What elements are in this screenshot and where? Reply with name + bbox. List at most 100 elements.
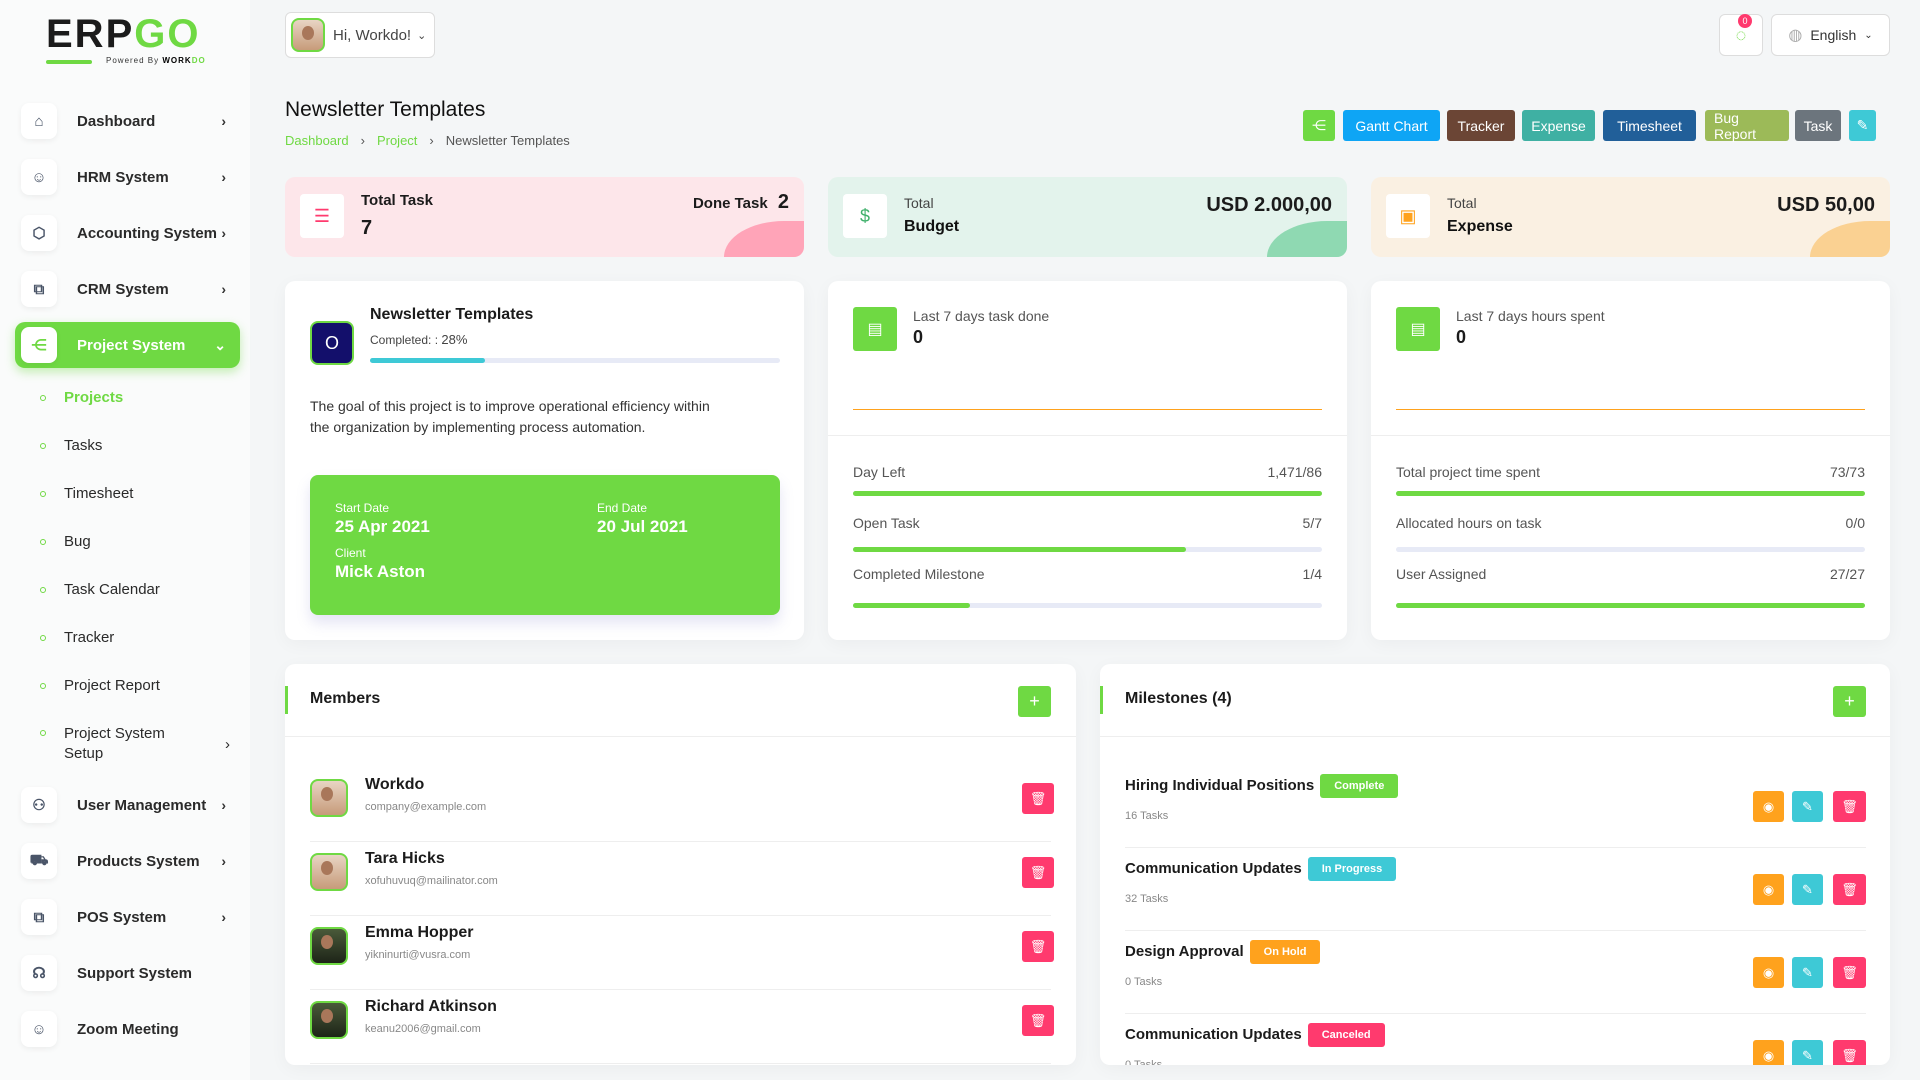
delete-member-button[interactable]: 🗑 <box>1022 931 1054 962</box>
clipboard-icon: ▤ <box>1396 307 1440 351</box>
sub-item-timesheet[interactable]: Timesheet <box>40 485 133 502</box>
trash-icon: 🗑 <box>1029 790 1047 806</box>
sidebar-item-crm[interactable]: ⧉ CRM System › <box>15 266 240 312</box>
sub-item-projects[interactable]: Projects <box>40 389 123 406</box>
chevron-down-icon: ⌄ <box>214 336 226 353</box>
sidebar-item-dashboard[interactable]: ⌂ Dashboard › <box>15 98 240 144</box>
page-title: Newsletter Templates <box>285 98 486 121</box>
chevron-right-icon: › <box>221 169 226 185</box>
add-member-button[interactable]: + <box>1018 686 1051 717</box>
timesheet-button[interactable]: Timesheet <box>1603 110 1696 141</box>
pencil-icon: ✎ <box>1802 964 1813 980</box>
delete-milestone-button[interactable]: 🗑 <box>1833 1040 1866 1065</box>
clipboard-dollar-icon: ▣ <box>1386 194 1430 238</box>
share-icon: ⋲ <box>21 327 57 363</box>
delete-milestone-button[interactable]: 🗑 <box>1833 874 1866 905</box>
sidebar-item-zoom[interactable]: ☺ Zoom Meeting <box>15 1006 240 1052</box>
breadcrumb: Dashboard › Project › Newsletter Templates <box>285 133 570 148</box>
view-milestone-button[interactable]: ◉ <box>1753 791 1784 822</box>
status-badge: On Hold <box>1249 940 1321 964</box>
delete-member-button[interactable]: 🗑 <box>1022 783 1054 814</box>
logo[interactable]: ERPGO Powered By WORKDO <box>46 12 206 65</box>
status-badge: Complete <box>1320 774 1399 798</box>
project-info-card: O Newsletter Templates Completed: : 28% … <box>285 281 804 640</box>
edit-milestone-button[interactable]: ✎ <box>1792 1040 1823 1065</box>
breadcrumb-project[interactable]: Project <box>376 133 418 148</box>
chevron-right-icon: › <box>221 225 226 241</box>
edit-milestone-button[interactable]: ✎ <box>1792 957 1823 988</box>
stat-row: Allocated hours on task 0/0 <box>1396 515 1865 531</box>
sub-item-tasks[interactable]: Tasks <box>40 437 102 454</box>
eye-icon: ◉ <box>1762 881 1775 897</box>
member-avatar <box>310 1001 348 1039</box>
clipboard-icon: ▤ <box>853 307 897 351</box>
task-summary-card: ▤ Last 7 days task done 0 Day Left 1,471/… <box>828 281 1347 640</box>
delete-milestone-button[interactable]: 🗑 <box>1833 957 1866 988</box>
stat-progress <box>1396 491 1865 496</box>
member-row: Emma Hopper yikninurti@vusra.com 🗑 <box>310 917 1054 991</box>
sidebar-item-accounting[interactable]: ⬡ Accounting System › <box>15 210 240 256</box>
delete-member-button[interactable]: 🗑 <box>1022 857 1054 888</box>
task-button[interactable]: Task <box>1795 110 1841 141</box>
users-icon: ⚇ <box>21 787 57 823</box>
user-check-icon: ☺ <box>21 1011 57 1047</box>
expense-button[interactable]: Expense <box>1522 110 1595 141</box>
milestone-row: Communication Updates In Progress 32 Task… <box>1125 857 1866 940</box>
gantt-chart-button[interactable]: Gantt Chart <box>1343 110 1440 141</box>
stat-row: User Assigned 27/27 <box>1396 566 1865 582</box>
member-row: Tara Hicks xofuhuvuq@mailinator.com 🗑 <box>310 843 1054 917</box>
breadcrumb-dashboard[interactable]: Dashboard <box>285 133 349 148</box>
sub-item-tracker[interactable]: Tracker <box>40 629 114 646</box>
sub-item-bug[interactable]: Bug <box>40 533 91 550</box>
bug-report-button[interactable]: Bug Report <box>1705 110 1789 142</box>
sidebar-item-support[interactable]: ☊ Support System <box>15 950 240 996</box>
home-icon: ⌂ <box>21 103 57 139</box>
view-milestone-button[interactable]: ◉ <box>1753 957 1784 988</box>
members-title: Members <box>310 690 381 707</box>
sidebar-item-user-management[interactable]: ⚇ User Management › <box>15 782 240 828</box>
chevron-right-icon: › <box>221 797 226 813</box>
milestones-title: Milestones (4) <box>1125 690 1232 707</box>
sidebar-item-project-system[interactable]: ⋲ Project System ⌄ <box>15 322 240 368</box>
members-card: Members + Workdo company@example.com 🗑 T… <box>285 664 1076 1065</box>
trash-icon: 🗑 <box>1029 864 1047 880</box>
stat-row: Completed Milestone 1/4 <box>853 566 1322 582</box>
milestone-row: Design Approval On Hold 0 Tasks ◉ ✎ 🗑 <box>1125 940 1866 1023</box>
plus-icon: + <box>1844 691 1855 711</box>
member-avatar <box>310 853 348 891</box>
user-menu[interactable]: Hi, Workdo! ⌄ <box>285 12 435 58</box>
hours-summary-card: ▤ Last 7 days hours spent 0 Total projec… <box>1371 281 1890 640</box>
share-button[interactable]: ⋲ <box>1303 110 1335 141</box>
sub-item-task-calendar[interactable]: Task Calendar <box>40 581 160 598</box>
view-milestone-button[interactable]: ◉ <box>1753 874 1784 905</box>
box-icon: ⬡ <box>21 215 57 251</box>
cart-icon: ⛟ <box>21 843 57 879</box>
edit-milestone-button[interactable]: ✎ <box>1792 874 1823 905</box>
chevron-right-icon: › <box>221 909 226 925</box>
sidebar-item-pos[interactable]: ⧉ POS System › <box>15 894 240 940</box>
sub-item-project-system-setup[interactable]: Project System Setup › <box>40 724 230 764</box>
sidebar-item-products[interactable]: ⛟ Products System › <box>15 838 240 884</box>
project-logo: O <box>310 321 354 365</box>
tracker-button[interactable]: Tracker <box>1447 110 1515 141</box>
trash-icon: 🗑 <box>1029 938 1047 954</box>
edit-milestone-button[interactable]: ✎ <box>1792 791 1823 822</box>
eye-icon: ◉ <box>1762 964 1775 980</box>
language-dropdown[interactable]: ◍ English ⌄ <box>1771 14 1890 56</box>
delete-milestone-button[interactable]: 🗑 <box>1833 791 1866 822</box>
delete-member-button[interactable]: 🗑 <box>1022 1005 1054 1036</box>
edit-button[interactable]: ✎ <box>1849 110 1876 141</box>
chat-icon: ◌ <box>1735 24 1747 45</box>
messages-button[interactable]: ◌ 0 <box>1719 14 1763 56</box>
trash-icon: 🗑 <box>1841 964 1858 980</box>
pencil-icon: ✎ <box>1802 1047 1813 1063</box>
add-milestone-button[interactable]: + <box>1833 686 1866 717</box>
sub-item-project-report[interactable]: Project Report <box>40 677 160 694</box>
status-badge: In Progress <box>1307 857 1397 881</box>
stat-progress <box>853 491 1322 496</box>
chevron-right-icon: › <box>221 281 226 297</box>
sidebar-item-hrm[interactable]: ☺ HRM System › <box>15 154 240 200</box>
view-milestone-button[interactable]: ◉ <box>1753 1040 1784 1065</box>
sparkline <box>1396 409 1865 410</box>
pencil-icon: ✎ <box>1802 881 1813 897</box>
